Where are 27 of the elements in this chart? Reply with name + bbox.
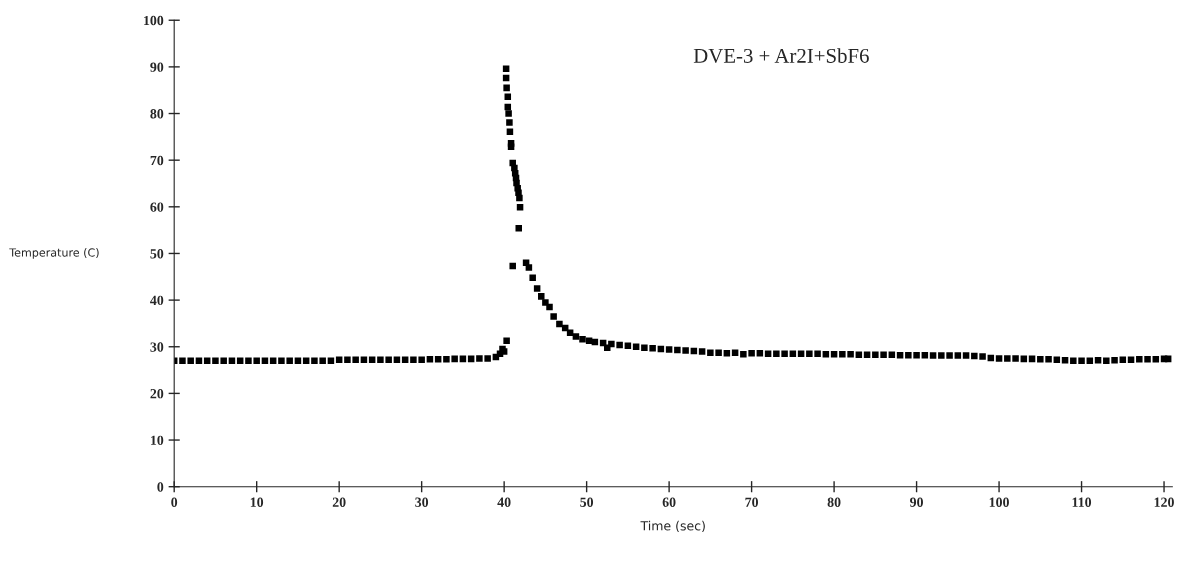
x-tick-label: 50 bbox=[580, 497, 594, 507]
y-tick-label: 50 bbox=[150, 249, 164, 259]
y-tick-label: 60 bbox=[150, 202, 164, 212]
y-tick-label: 10 bbox=[151, 435, 164, 445]
x-tick-label: 100 bbox=[989, 497, 1009, 507]
y-tick-label: 70 bbox=[150, 155, 164, 166]
x-tick-label: 30 bbox=[415, 497, 429, 507]
x-tick-label: 0 bbox=[171, 497, 178, 507]
y-tick-label: 90 bbox=[150, 62, 164, 72]
x-tick-label: 20 bbox=[332, 497, 346, 507]
x-tick-label: 10 bbox=[250, 497, 264, 507]
x-axis-title: Time (sec) bbox=[640, 520, 705, 532]
annotation: DVE-3 + Ar2I+SbF6 bbox=[693, 48, 869, 63]
x-tick-label: 110 bbox=[1072, 497, 1092, 507]
y-axis-title: Temperature (C) bbox=[9, 248, 99, 259]
y-tick-label: 0 bbox=[157, 482, 164, 492]
y-tick-label: 40 bbox=[150, 295, 164, 306]
x-tick-label: 40 bbox=[497, 497, 511, 507]
y-tick-label: 80 bbox=[150, 109, 164, 119]
x-tick-label: 70 bbox=[745, 497, 759, 507]
x-tick-label: 80 bbox=[827, 497, 841, 507]
y-tick-label: 100 bbox=[144, 15, 164, 26]
x-tick-label: 120 bbox=[1154, 497, 1174, 507]
x-tick-label: 60 bbox=[662, 497, 676, 507]
y-tick-label: 20 bbox=[150, 388, 164, 399]
y-tick-label: 30 bbox=[150, 342, 164, 352]
x-tick-label: 90 bbox=[910, 497, 923, 507]
